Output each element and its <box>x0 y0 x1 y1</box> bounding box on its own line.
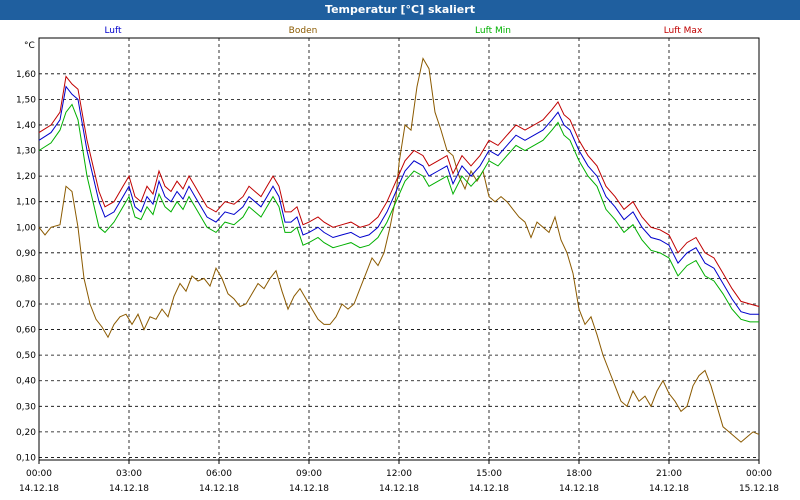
x-tick-time: 03:00 <box>116 469 142 479</box>
legend-boden: Boden <box>289 26 318 36</box>
y-tick-label: 1,30 <box>16 147 36 157</box>
x-tick-date: 14.12.18 <box>19 484 59 494</box>
y-tick-label: 1,00 <box>16 223 36 233</box>
legend-luft: Luft <box>104 26 122 36</box>
y-tick-label: 1,20 <box>16 172 36 182</box>
y-tick-label: 1,60 <box>16 70 36 80</box>
y-tick-label: 0,80 <box>16 274 36 284</box>
x-tick-time: 12:00 <box>386 469 412 479</box>
x-tick-time: 09:00 <box>296 469 322 479</box>
series-line-luft-max <box>38 75 760 307</box>
y-axis-unit: °C <box>24 41 35 51</box>
chart-title: Temperatur [°C] skaliert <box>0 0 800 20</box>
x-tick-date: 14.12.18 <box>109 484 149 494</box>
series-line-luft <box>38 85 759 315</box>
y-tick-label: 0,30 <box>16 402 36 412</box>
y-tick-label: 1,40 <box>16 121 36 131</box>
x-tick-time: 06:00 <box>206 469 232 479</box>
series-line-boden <box>38 57 760 443</box>
x-tick-date: 14.12.18 <box>649 484 689 494</box>
x-tick-time: 15:00 <box>476 469 502 479</box>
y-tick-label: 0,90 <box>16 249 36 259</box>
x-tick-time: 00:00 <box>746 469 772 479</box>
series-line-luft-min <box>38 103 759 323</box>
y-tick-label: 0,20 <box>16 428 36 438</box>
x-tick-date: 14.12.18 <box>289 484 329 494</box>
legend-luft-min: Luft Min <box>475 26 511 36</box>
x-tick-date: 14.12.18 <box>559 484 599 494</box>
x-tick-time: 21:00 <box>656 469 682 479</box>
legend-luft-max: Luft Max <box>664 26 703 36</box>
x-tick-date: 15.12.18 <box>739 484 779 494</box>
y-tick-label: 0,70 <box>16 300 36 310</box>
x-tick-date: 14.12.18 <box>199 484 239 494</box>
y-tick-label: 0,60 <box>16 326 36 336</box>
y-tick-label: 0,10 <box>16 453 36 463</box>
y-tick-label: 1,10 <box>16 198 36 208</box>
y-tick-label: 0,40 <box>16 377 36 387</box>
x-tick-date: 14.12.18 <box>379 484 419 494</box>
x-tick-time: 18:00 <box>566 469 592 479</box>
x-tick-date: 14.12.18 <box>469 484 509 494</box>
y-tick-label: 0,50 <box>16 351 36 361</box>
x-tick-time: 00:00 <box>26 469 52 479</box>
y-tick-label: 1,50 <box>16 95 36 105</box>
